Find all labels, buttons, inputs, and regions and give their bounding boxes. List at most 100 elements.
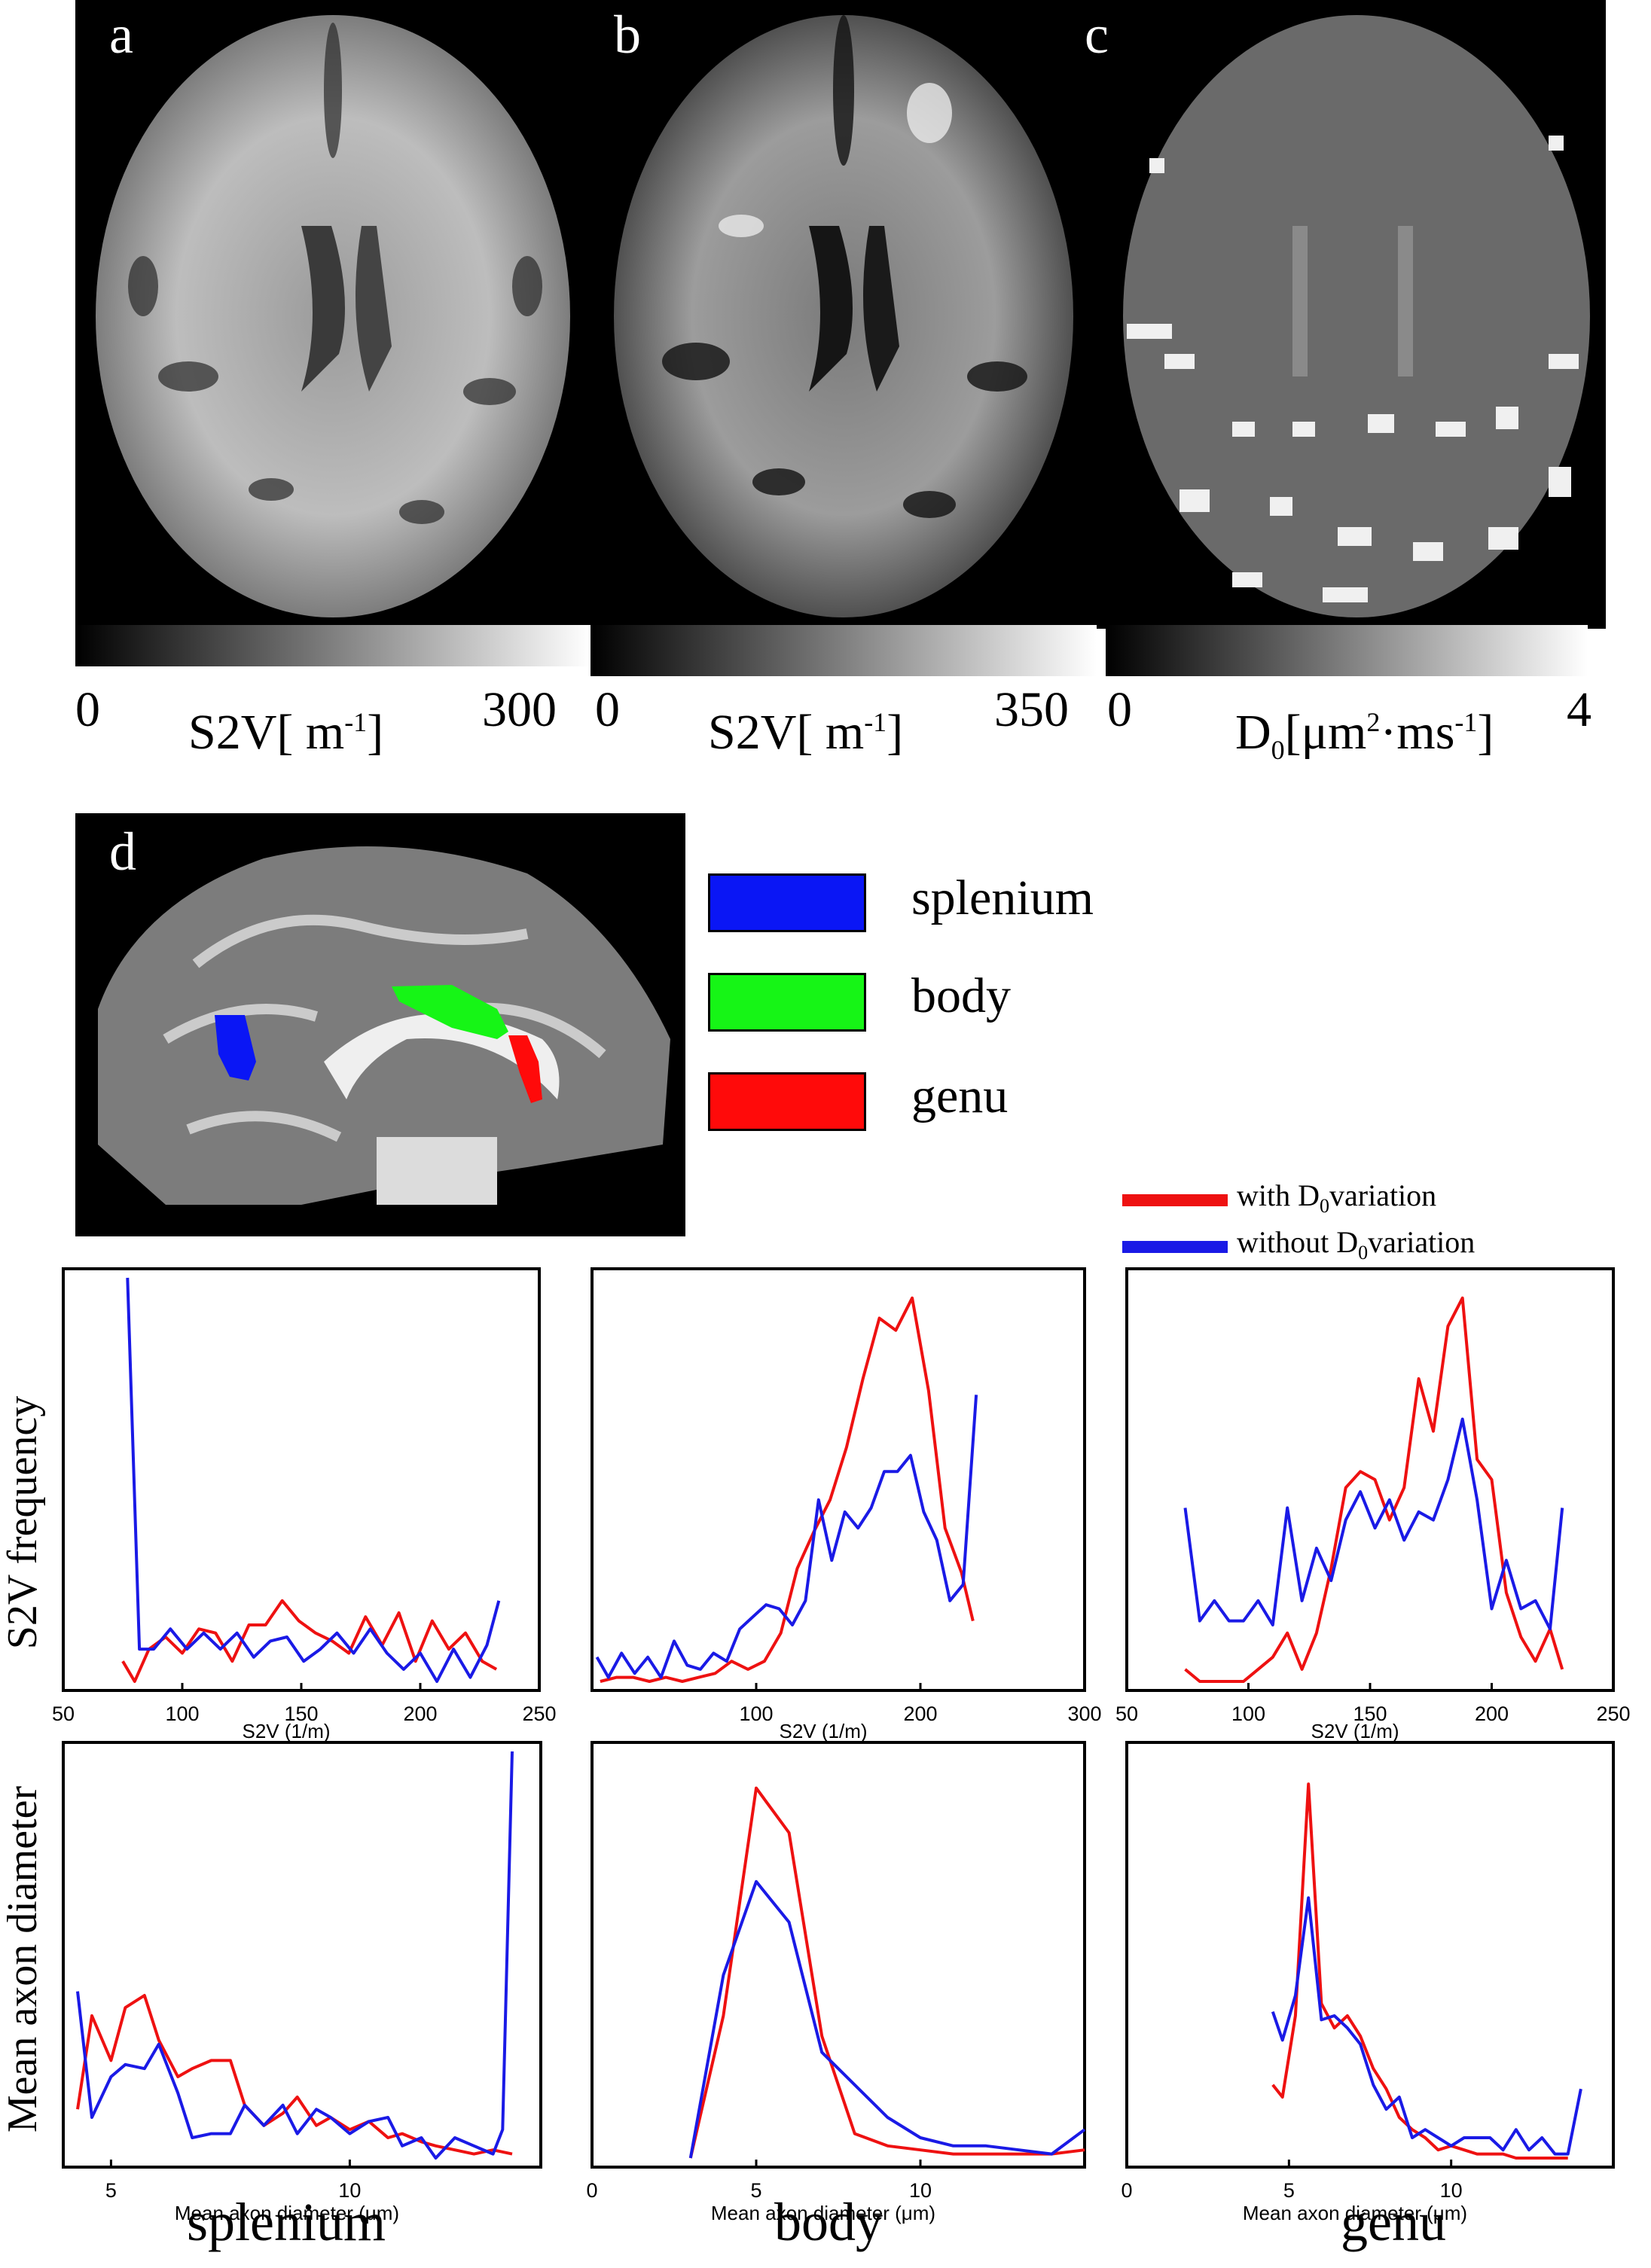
chart-5-series-without-line [1271, 1896, 1582, 2156]
colorbar-c-label-mid2: ·ms [1380, 705, 1455, 760]
chart-0-series-without-line [126, 1277, 501, 1683]
chart-1-series-without-line [595, 1395, 978, 1679]
chart-frame-1 [591, 1267, 1086, 1692]
line-legend-with-sub: 0 [1320, 1195, 1329, 1217]
colorbar-c-max: 4 [1567, 682, 1591, 737]
chart-5-xlabel: Mean axon diameter (μm) [1243, 2202, 1467, 2224]
chart-2-xtick-label-2: 150 [1353, 1703, 1387, 1725]
colorbar-c-label-sup2: -1 [1454, 707, 1478, 737]
chart-frame-2 [1125, 1267, 1615, 1692]
brain-map-b [591, 0, 1097, 629]
colorbar-c [1106, 625, 1588, 676]
colorbar-c-label: D0[μm2·ms-1] [1235, 704, 1494, 766]
legend-label-body: body [911, 968, 1011, 1023]
chart-1-xtick-label-2: 300 [1067, 1703, 1101, 1725]
chart-3-series-with-line [76, 1994, 513, 2156]
chart-0-xlabel: S2V (1/m) [242, 1720, 330, 1742]
chart-4-xtick-label-1: 5 [750, 2179, 761, 2202]
column-title-splenium: splenium [187, 2192, 386, 2252]
colorbar-b-min: 0 [595, 682, 620, 737]
chart-4-xtick-label-0: 0 [586, 2179, 597, 2202]
colorbar-b-label-main: S2V[ m [708, 705, 865, 760]
chart-0-xtick-label-1: 100 [165, 1703, 199, 1725]
chart-1-series-with-line [600, 1296, 975, 1683]
colorbar-a-label-main: S2V[ m [188, 705, 345, 760]
colorbar-a-label-sup: -1 [344, 707, 368, 737]
chart-3-xlabel: Mean axon diameter (μm) [175, 2202, 399, 2224]
line-legend-swatch-with [1122, 1194, 1228, 1206]
colorbar-c-label-d: D [1235, 705, 1271, 760]
colorbar-c-min: 0 [1107, 682, 1132, 737]
colorbar-a-label: S2V[ m-1] [188, 704, 383, 761]
panel-letter-a: a [109, 5, 133, 65]
chart-frame-0 [62, 1267, 541, 1692]
colorbar-c-label-end: ] [1477, 705, 1494, 760]
legend-swatch-body [708, 973, 866, 1032]
chart-2-xtick-label-3: 200 [1475, 1703, 1509, 1725]
chart-2-series-with-line [1184, 1296, 1564, 1683]
chart-5-xtick-label-0: 0 [1121, 2179, 1132, 2202]
colorbar-b-label: S2V[ m-1] [708, 704, 903, 761]
legend-label-splenium: splenium [911, 870, 1094, 925]
panel-letter-c: c [1085, 5, 1109, 65]
colorbar-a [75, 625, 591, 666]
colorbar-c-label-sub: 0 [1271, 735, 1285, 766]
region-legend: splenium body genu [708, 870, 1235, 1160]
chart-2-xtick-label-1: 100 [1231, 1703, 1265, 1725]
chart-1-xlabel: S2V (1/m) [779, 1720, 867, 1742]
colorbar-b-label-end: ] [887, 705, 904, 760]
brain-map-a-image [96, 15, 570, 617]
chart-5-xtick-label-2: 10 [1440, 2179, 1463, 2202]
chart-4-xtick-label-2: 10 [909, 2179, 932, 2202]
chart-frame-3 [62, 1741, 542, 2169]
line-legend-with-pre: with D [1237, 1178, 1320, 1212]
brain-map-d-image [98, 846, 670, 1205]
chart-1-xtick-label-0: 100 [739, 1703, 773, 1725]
brain-map-d [75, 813, 685, 1236]
line-legend-without-post: variation [1368, 1225, 1476, 1259]
panel-letter-b: b [614, 5, 641, 65]
chart-4-series-with-line [688, 1786, 1085, 2159]
colorbar-c-label-sup1: 2 [1366, 707, 1381, 737]
colorbar-c-label-mid: [μm [1284, 705, 1367, 760]
colorbar-a-max: 300 [482, 682, 557, 737]
colorbar-b-max: 350 [994, 682, 1069, 737]
brain-map-c [1097, 0, 1606, 629]
chart-1-xtick-label-1: 200 [903, 1703, 937, 1725]
colorbar-b [591, 625, 1097, 676]
chart-2-xtick-label-4: 250 [1596, 1703, 1630, 1725]
brain-map-c-image [1123, 15, 1590, 617]
chart-2-xtick-label-0: 50 [1115, 1703, 1138, 1725]
legend-swatch-splenium [708, 873, 866, 932]
chart-3-series-without-line [76, 1751, 514, 2160]
region-body [392, 985, 508, 1039]
region-genu [508, 1035, 542, 1103]
legend-swatch-genu [708, 1072, 866, 1131]
brain-map-b-image [614, 15, 1073, 617]
chart-4-series-without-line [688, 1879, 1086, 2159]
line-legend-without-sub: 0 [1358, 1242, 1369, 1264]
chart-0-xtick-label-4: 250 [522, 1703, 556, 1725]
colorbar-b-label-sup: -1 [864, 707, 887, 737]
colorbar-a-label-end: ] [367, 705, 384, 760]
legend-label-genu: genu [911, 1068, 1009, 1123]
line-legend-swatch-without [1122, 1241, 1228, 1253]
column-title-genu: genu [1341, 2192, 1446, 2252]
chart-4-xlabel: Mean axon diameter (μm) [711, 2202, 935, 2224]
chart-5-xtick-label-1: 5 [1283, 2179, 1295, 2202]
chart-0-xtick-label-2: 150 [284, 1703, 318, 1725]
region-splenium [215, 1015, 256, 1081]
chart-2-series-without-line [1183, 1417, 1564, 1631]
chart-0-series-with-line [121, 1599, 498, 1683]
column-title-body: body [774, 2192, 883, 2252]
line-legend-label-without: without D0variation [1237, 1224, 1475, 1264]
panel-letter-d: d [109, 822, 136, 882]
line-legend-label-with: with D0variation [1237, 1178, 1436, 1218]
chart-0-xtick-label-3: 200 [403, 1703, 437, 1725]
brain-map-a [75, 0, 591, 629]
chart-frame-4 [591, 1741, 1086, 2169]
colorbar-a-min: 0 [75, 682, 100, 737]
line-legend: with D0variation without D0variation [1122, 1175, 1574, 1265]
chart-frame-5 [1125, 1741, 1615, 2169]
